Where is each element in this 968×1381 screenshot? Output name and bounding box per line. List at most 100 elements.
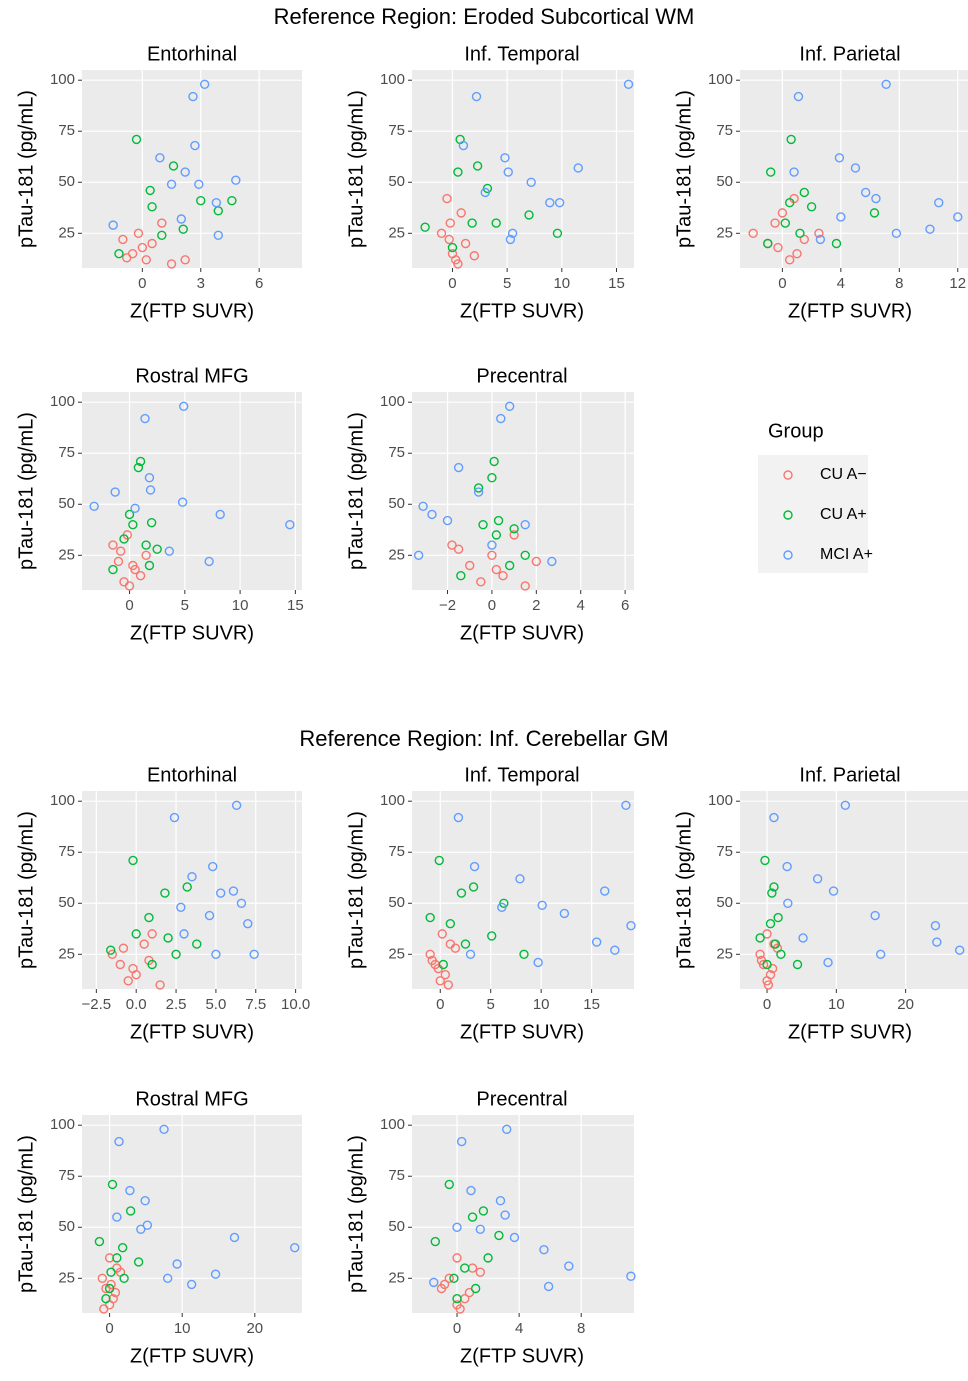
point xyxy=(836,212,846,222)
x-tick-label: 10 xyxy=(553,275,570,292)
y-tick-label: 50 xyxy=(388,173,405,190)
point xyxy=(573,163,583,173)
point xyxy=(119,1273,129,1283)
point xyxy=(133,462,144,473)
point xyxy=(466,1185,476,1196)
point xyxy=(107,1179,118,1190)
point xyxy=(509,524,519,534)
point xyxy=(155,980,165,990)
point xyxy=(112,1253,122,1263)
point xyxy=(413,550,424,560)
point xyxy=(443,980,454,990)
panel-background xyxy=(82,791,302,989)
point xyxy=(467,218,477,228)
x-tick-label: 10 xyxy=(232,597,249,614)
y-axis-label: pTau-181 (pg/mL) xyxy=(15,90,37,248)
point xyxy=(755,933,765,943)
point xyxy=(236,898,247,908)
point xyxy=(792,959,803,970)
y-tick-label: 100 xyxy=(708,792,733,809)
point xyxy=(445,918,456,929)
y-tick-label: 75 xyxy=(388,843,405,860)
point xyxy=(626,921,636,931)
point xyxy=(452,1294,462,1304)
point xyxy=(491,218,501,228)
point xyxy=(108,564,118,575)
x-axis-label: Z(FTP SUVR) xyxy=(460,1021,584,1043)
legend-label: CU A− xyxy=(820,466,867,483)
x-tick-label: 0 xyxy=(436,996,444,1013)
point xyxy=(429,1277,439,1288)
point xyxy=(127,249,138,259)
point xyxy=(468,882,479,892)
point xyxy=(760,855,770,866)
point xyxy=(860,187,871,198)
point xyxy=(755,949,765,959)
y-tick-label: 100 xyxy=(50,71,75,88)
point xyxy=(623,79,634,89)
point xyxy=(208,861,218,872)
point xyxy=(762,929,772,939)
panel-background xyxy=(412,392,634,590)
point xyxy=(133,228,144,238)
point xyxy=(626,1271,636,1281)
point xyxy=(789,167,799,177)
point xyxy=(196,195,206,206)
y-axis-label: pTau-181 (pg/mL) xyxy=(15,1135,37,1293)
panel-title: Inf. Parietal xyxy=(799,43,900,65)
point xyxy=(162,1273,173,1283)
point xyxy=(123,976,133,986)
point xyxy=(418,501,428,512)
point xyxy=(425,912,435,923)
point xyxy=(467,1212,478,1222)
panel-title: Precentral xyxy=(476,1088,567,1110)
point xyxy=(147,959,157,970)
point xyxy=(131,929,141,939)
point xyxy=(119,534,129,544)
point xyxy=(453,544,464,554)
point xyxy=(136,1224,146,1235)
point xyxy=(124,509,135,520)
point xyxy=(763,238,773,249)
point xyxy=(545,197,555,208)
point xyxy=(442,515,453,526)
point xyxy=(172,1259,182,1269)
panel-title: Rostral MFG xyxy=(135,365,248,387)
point xyxy=(152,544,162,554)
point xyxy=(115,546,126,556)
panel-title: Precentral xyxy=(476,365,567,387)
point xyxy=(439,1279,450,1290)
point xyxy=(110,487,120,497)
point xyxy=(504,401,515,411)
y-tick-label: 25 xyxy=(58,1269,75,1286)
y-tick-label: 50 xyxy=(388,1218,405,1235)
point xyxy=(137,242,148,253)
x-tick-label: 8 xyxy=(577,1320,585,1337)
point xyxy=(489,456,499,467)
panel-background xyxy=(740,791,968,989)
point xyxy=(453,167,463,177)
x-axis-label: Z(FTP SUVR) xyxy=(130,1345,254,1367)
point xyxy=(146,517,157,528)
point xyxy=(176,902,186,913)
section-title: Reference Region: Eroded Subcortical WM xyxy=(274,4,695,29)
point xyxy=(793,91,804,102)
point xyxy=(168,161,179,171)
point xyxy=(870,910,880,921)
point xyxy=(285,519,295,530)
x-tick-label: 6 xyxy=(255,275,263,292)
point xyxy=(188,91,198,102)
point xyxy=(533,957,543,968)
point xyxy=(141,540,151,550)
point xyxy=(491,530,502,540)
y-tick-label: 100 xyxy=(708,71,733,88)
point xyxy=(483,1253,493,1263)
y-tick-label: 25 xyxy=(716,224,733,241)
point xyxy=(142,1220,153,1230)
point xyxy=(227,195,237,206)
point xyxy=(498,571,508,581)
point xyxy=(471,91,482,102)
point xyxy=(179,401,189,411)
point xyxy=(118,234,128,245)
point xyxy=(204,910,215,921)
